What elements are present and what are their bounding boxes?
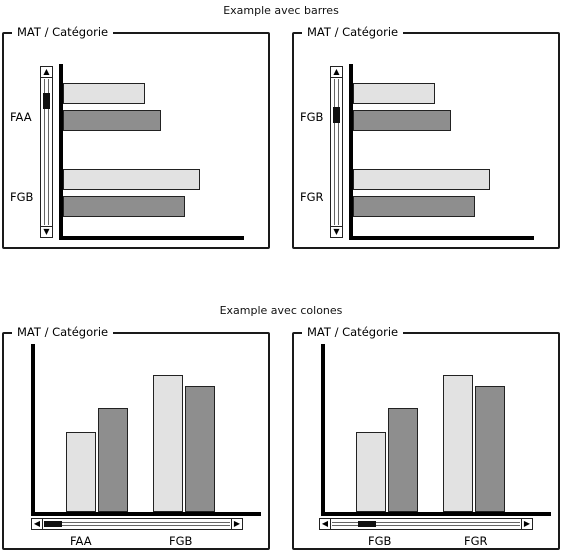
y-axis (31, 344, 35, 516)
scroll-left-arrow-icon[interactable]: ◀ (320, 519, 331, 529)
scroll-up-arrow-icon[interactable]: ▲ (41, 67, 52, 78)
bar-chart-panel-2: MAT / Catégorie FGB FGR ▲ ▼ (292, 25, 560, 249)
category-label: FGR (464, 534, 488, 548)
columns-section-title: Example avec colones (219, 304, 343, 317)
category-label: FGR (300, 190, 324, 204)
column (184, 386, 215, 512)
scroll-track[interactable] (44, 79, 49, 225)
plot-area (59, 64, 244, 240)
plot-area (349, 64, 534, 240)
bar-chart-panel-1: MAT / Catégorie FAA FGB ▲ ▼ (2, 25, 270, 249)
bars-section-title: Example avec barres (223, 4, 339, 17)
plot-area (31, 344, 261, 516)
horizontal-scrollbar[interactable]: ◀ ▶ (31, 518, 243, 530)
category-label: FGB (10, 190, 34, 204)
bar (63, 83, 146, 104)
vertical-scrollbar[interactable]: ▲ ▼ (330, 66, 343, 238)
scroll-thumb[interactable] (358, 521, 376, 527)
scroll-thumb[interactable] (333, 107, 340, 123)
column (387, 408, 418, 512)
y-axis (59, 64, 63, 240)
scroll-track[interactable] (334, 79, 339, 225)
scroll-right-arrow-icon[interactable]: ▶ (521, 519, 532, 529)
scroll-track[interactable] (332, 522, 520, 526)
plot-area (321, 344, 551, 516)
category-label: FGB (368, 534, 392, 548)
panel-title: MAT / Catégorie (12, 325, 114, 339)
bar (63, 169, 201, 190)
x-axis (321, 512, 551, 516)
scroll-track[interactable] (44, 522, 230, 526)
column (355, 431, 386, 512)
horizontal-scrollbar[interactable]: ◀ ▶ (319, 518, 533, 530)
category-label: FAA (10, 110, 32, 124)
category-label: FGB (300, 110, 324, 124)
category-label: FGB (169, 534, 193, 548)
column (442, 374, 473, 512)
x-axis (349, 236, 534, 240)
scroll-thumb[interactable] (43, 93, 50, 109)
bar (353, 110, 452, 131)
bar (353, 196, 476, 217)
column (65, 431, 96, 512)
bar (63, 196, 186, 217)
x-axis (31, 512, 261, 516)
category-label: FAA (70, 534, 92, 548)
y-axis (321, 344, 325, 516)
panel-title: MAT / Catégorie (302, 325, 404, 339)
column (97, 408, 128, 512)
vertical-scrollbar[interactable]: ▲ ▼ (40, 66, 53, 238)
scroll-down-arrow-icon[interactable]: ▼ (41, 226, 52, 237)
y-axis (349, 64, 353, 240)
scroll-up-arrow-icon[interactable]: ▲ (331, 67, 342, 78)
column (474, 386, 505, 512)
panel-title: MAT / Catégorie (12, 25, 114, 39)
column-chart-panel-2: MAT / Catégorie ◀ ▶ FGB FGR (292, 325, 560, 550)
scroll-thumb[interactable] (44, 521, 62, 527)
scroll-down-arrow-icon[interactable]: ▼ (331, 226, 342, 237)
x-axis (59, 236, 244, 240)
bar (63, 110, 162, 131)
scroll-left-arrow-icon[interactable]: ◀ (32, 519, 43, 529)
scroll-right-arrow-icon[interactable]: ▶ (231, 519, 242, 529)
bar (353, 83, 436, 104)
column (152, 374, 183, 512)
column-chart-panel-1: MAT / Catégorie ◀ ▶ FAA FGB (2, 325, 270, 550)
bar (353, 169, 491, 190)
panel-title: MAT / Catégorie (302, 25, 404, 39)
